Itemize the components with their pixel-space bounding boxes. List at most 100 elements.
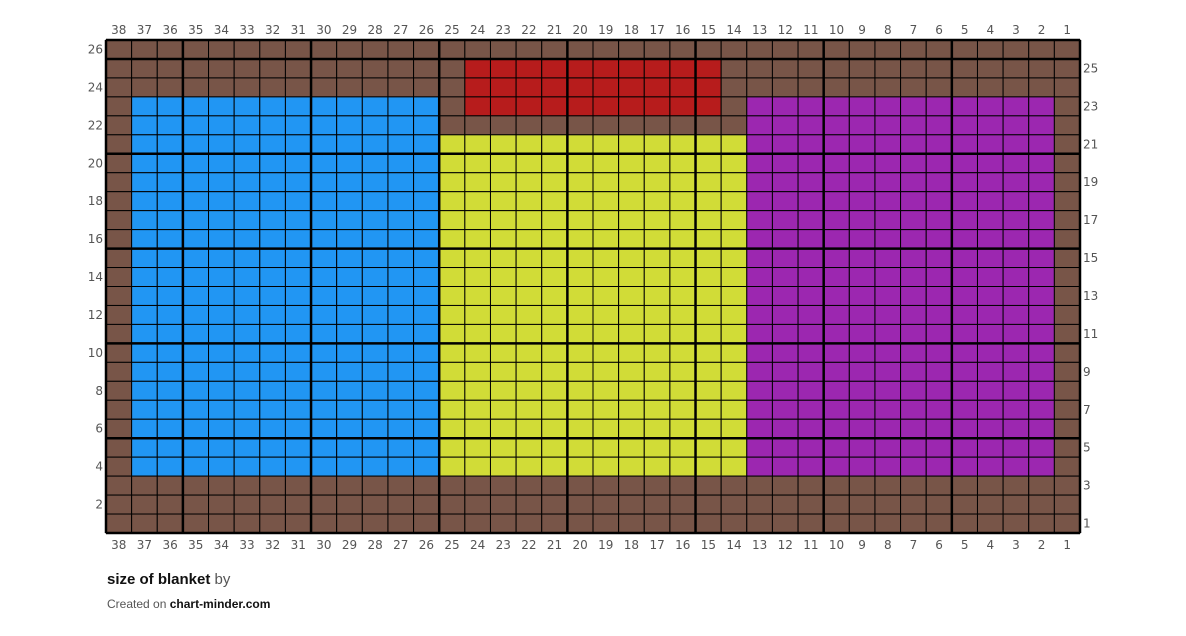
grid-cell <box>233 96 261 117</box>
grid-cell <box>515 286 543 306</box>
grid-cell <box>618 248 645 269</box>
row-label-right: 15 <box>1083 251 1098 265</box>
grid-cell <box>515 456 543 477</box>
grid-cell <box>156 115 184 136</box>
grid-cell <box>1028 134 1055 155</box>
credit-site-link[interactable]: chart-minder.com <box>169 597 271 611</box>
column-label-bottom: 12 <box>778 538 793 552</box>
grid-cell <box>489 513 517 534</box>
grid-cell <box>1002 267 1030 287</box>
grid-cell <box>592 229 620 250</box>
grid-cell <box>976 361 1004 382</box>
grid-cell <box>336 153 363 174</box>
grid-cell <box>618 153 645 174</box>
grid-cell <box>208 96 235 117</box>
grid-cell <box>387 304 415 325</box>
grid-cell <box>797 418 825 439</box>
grid-cell <box>771 494 799 515</box>
grid-cell <box>361 267 389 287</box>
grid-cell <box>746 286 773 306</box>
grid-cell <box>566 323 594 344</box>
grid-cell <box>105 342 133 363</box>
grid-cell <box>438 77 466 98</box>
grid-cell <box>131 323 158 344</box>
grid-cell <box>1053 58 1081 79</box>
grid-cell <box>156 58 184 79</box>
grid-cell <box>746 494 773 515</box>
column-label-top: 13 <box>752 23 767 37</box>
grid-cell <box>771 267 799 287</box>
grid-cell <box>1053 115 1081 136</box>
column-label-top: 32 <box>265 23 280 37</box>
grid-cell <box>259 494 286 515</box>
grid-cell <box>618 286 645 306</box>
grid-cell <box>925 58 953 79</box>
grid-cell <box>489 153 517 174</box>
grid-cell <box>823 248 850 269</box>
column-label-top: 19 <box>598 23 613 37</box>
grid-cell <box>900 304 927 325</box>
grid-cell <box>925 96 953 117</box>
grid-cell <box>131 456 158 477</box>
grid-cell <box>336 380 363 401</box>
row-label-right: 1 <box>1083 517 1091 531</box>
grid-cell <box>976 513 1004 534</box>
column-label-bottom: 31 <box>291 538 306 552</box>
grid-cell <box>156 475 184 496</box>
grid-cell <box>489 361 517 382</box>
grid-cell <box>464 39 491 60</box>
grid-cell <box>643 286 671 306</box>
grid-cell <box>336 323 363 344</box>
grid-cell <box>874 248 902 269</box>
grid-cell <box>489 229 517 250</box>
grid-cell <box>515 96 543 117</box>
row-label-left: 26 <box>88 42 103 56</box>
grid-cell <box>259 513 286 534</box>
grid-cell <box>361 342 389 363</box>
grid-cell <box>1053 494 1081 515</box>
grid-cell <box>592 267 620 287</box>
grid-cell <box>746 342 773 363</box>
grid-cell <box>643 96 671 117</box>
grid-cell <box>695 210 722 231</box>
grid-cell <box>284 513 312 534</box>
grid-cell <box>259 115 286 136</box>
grid-cell <box>874 494 902 515</box>
grid-cell <box>1053 304 1081 325</box>
grid-cell <box>233 475 261 496</box>
grid-cell <box>284 286 312 306</box>
grid-cell <box>413 456 440 477</box>
grid-cell <box>310 323 338 344</box>
grid-cell <box>618 58 645 79</box>
grid-cell <box>797 115 825 136</box>
grid-cell <box>182 437 210 458</box>
grid-cell <box>643 210 671 231</box>
grid-cell <box>464 323 491 344</box>
grid-cell <box>592 39 620 60</box>
grid-cell <box>489 58 517 79</box>
grid-cell <box>797 210 825 231</box>
grid-cell <box>643 323 671 344</box>
column-label-bottom: 2 <box>1038 538 1046 552</box>
grid-cell <box>361 304 389 325</box>
grid-cell <box>336 77 363 98</box>
grid-cell <box>131 210 158 231</box>
column-label-top: 3 <box>1012 23 1020 37</box>
grid-cell <box>618 267 645 287</box>
grid-cell <box>438 153 466 174</box>
row-label-right: 17 <box>1083 213 1098 227</box>
grid-cell <box>746 361 773 382</box>
grid-cell <box>284 96 312 117</box>
grid-cell <box>771 229 799 250</box>
column-label-top: 29 <box>342 23 357 37</box>
grid-cell <box>515 380 543 401</box>
grid-cell <box>259 380 286 401</box>
grid-cell <box>489 115 517 136</box>
grid-cell <box>438 96 466 117</box>
row-label-left: 22 <box>88 118 103 132</box>
column-label-bottom: 19 <box>598 538 613 552</box>
grid-cell <box>566 58 594 79</box>
grid-cell <box>720 153 748 174</box>
grid-cell <box>464 172 491 193</box>
grid-cell <box>900 248 927 269</box>
